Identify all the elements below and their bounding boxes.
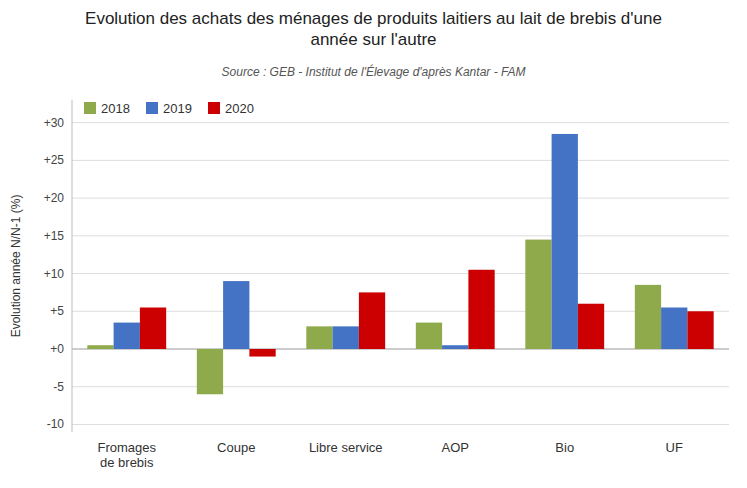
y-tick-label: +5 (50, 304, 64, 318)
bar (416, 323, 442, 349)
x-axis: Fromagesde brebis Coupe Libre service AOP Bi… (97, 440, 682, 470)
grid-line (72, 198, 729, 199)
y-tick-label: +15 (44, 229, 65, 243)
y-tick-label: -10 (47, 417, 65, 431)
bar (306, 326, 332, 349)
bars (87, 134, 713, 394)
x-tick-label: Coupe (217, 440, 255, 455)
y-tick-label: +10 (44, 267, 65, 281)
subtitle: Source : GEB - Institut de l'Élevage d'a… (222, 64, 526, 79)
y-tick-label: +25 (44, 153, 65, 167)
x-tick-label: Libre service (309, 440, 383, 455)
bar (359, 292, 385, 349)
legend-label: 2019 (163, 101, 192, 116)
grid-line (72, 386, 729, 387)
bar (687, 311, 713, 349)
bar (114, 323, 140, 349)
y-axis-label: Evolution année N/N-1 (%) (9, 195, 23, 338)
x-tick-label: Fromagesde brebis (97, 440, 156, 470)
bar (661, 308, 687, 350)
grid-line (72, 122, 729, 123)
grid-line (72, 235, 729, 236)
y-tick-label: +30 (44, 116, 65, 130)
bar (525, 240, 551, 349)
bar (87, 345, 113, 349)
chart: Evolution des achats des ménages de prod… (0, 0, 747, 488)
bar (333, 326, 359, 349)
zero-line (72, 349, 729, 350)
bar (140, 308, 166, 350)
legend-swatch (146, 102, 158, 114)
title: Evolution des achats des ménages de prod… (85, 9, 662, 49)
bar (578, 304, 604, 349)
x-tick-label: AOP (442, 440, 469, 455)
background (0, 0, 747, 488)
grid (72, 123, 729, 425)
bar (635, 285, 661, 349)
y-tick-label: +0 (50, 342, 64, 356)
bar (442, 345, 468, 349)
y-axis-line (72, 100, 73, 432)
grid-line (72, 273, 729, 274)
y-axis: -10 -5 +0 +5 +10 +15 +20 +25 +30 (44, 100, 72, 432)
y-tick-label: -5 (53, 380, 64, 394)
legend-label: 2020 (225, 101, 254, 116)
bar (197, 349, 223, 394)
legend-label: 2018 (101, 101, 130, 116)
bar (249, 349, 275, 357)
bar (468, 270, 494, 349)
grid-line (72, 160, 729, 161)
y-tick-label: +20 (44, 191, 65, 205)
legend-swatch (84, 102, 96, 114)
bar (223, 281, 249, 349)
grid-line (72, 424, 729, 425)
bar (552, 134, 578, 349)
legend-swatch (208, 102, 220, 114)
grid-line (72, 311, 729, 312)
legend: 2018 2019 2020 (84, 101, 254, 116)
x-tick-label: Bio (555, 440, 574, 455)
x-tick-label: UF (666, 440, 683, 455)
